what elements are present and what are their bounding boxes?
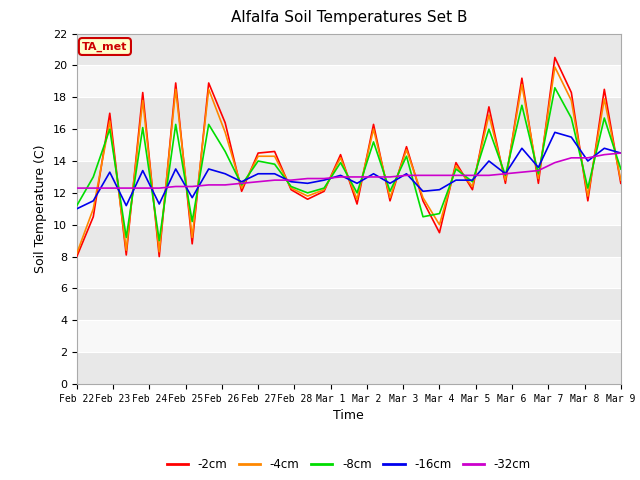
Bar bbox=[77, 65, 621, 97]
Bar bbox=[77, 161, 621, 193]
Bar bbox=[77, 34, 621, 65]
Bar bbox=[77, 225, 621, 257]
Bar bbox=[77, 288, 621, 320]
Bar bbox=[77, 320, 621, 352]
Legend: -2cm, -4cm, -8cm, -16cm, -32cm: -2cm, -4cm, -8cm, -16cm, -32cm bbox=[162, 453, 536, 475]
Text: TA_met: TA_met bbox=[82, 41, 127, 52]
Y-axis label: Soil Temperature (C): Soil Temperature (C) bbox=[35, 144, 47, 273]
Bar bbox=[77, 193, 621, 225]
Bar bbox=[77, 97, 621, 129]
Title: Alfalfa Soil Temperatures Set B: Alfalfa Soil Temperatures Set B bbox=[230, 11, 467, 25]
Bar bbox=[77, 129, 621, 161]
Bar bbox=[77, 257, 621, 288]
X-axis label: Time: Time bbox=[333, 409, 364, 422]
Bar bbox=[77, 352, 621, 384]
